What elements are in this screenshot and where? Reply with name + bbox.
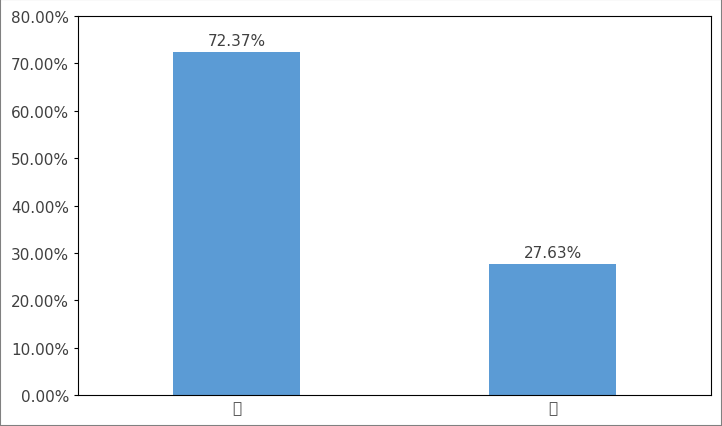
Bar: [173, 53, 300, 395]
Text: 72.37%: 72.37%: [207, 35, 266, 49]
Text: 27.63%: 27.63%: [523, 246, 582, 261]
Bar: [490, 265, 616, 395]
